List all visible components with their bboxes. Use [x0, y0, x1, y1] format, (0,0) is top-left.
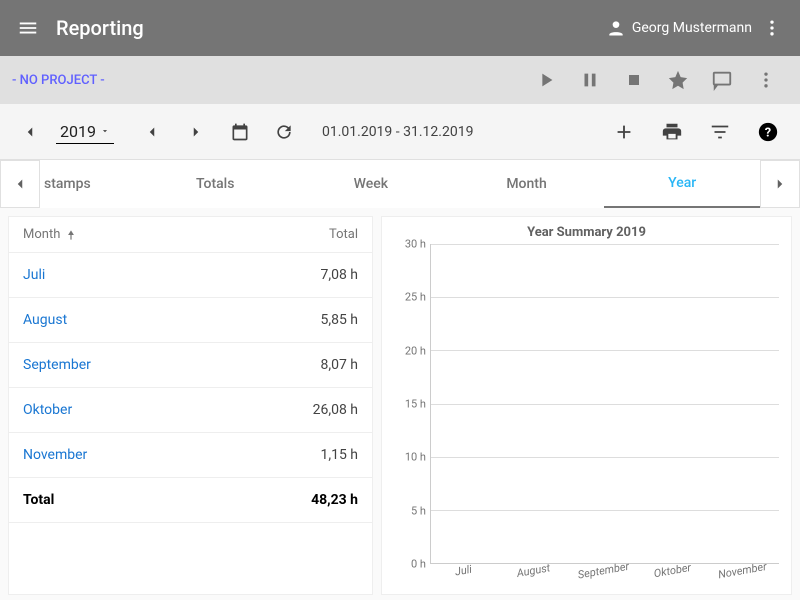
- month-cell[interactable]: September: [23, 357, 91, 373]
- value-cell: 5,85 h: [320, 312, 358, 328]
- more-vert-icon[interactable]: [744, 60, 788, 100]
- x-tick-label: August: [498, 558, 572, 600]
- svg-text:?: ?: [765, 125, 771, 140]
- add-icon[interactable]: [604, 112, 644, 152]
- y-tick-label: 0 h: [411, 558, 426, 571]
- help-icon[interactable]: ?: [748, 112, 788, 152]
- year-value: 2019: [60, 122, 96, 141]
- value-cell: 1,15 h: [320, 447, 358, 463]
- summary-table: Month Total Juli 7,08 h August 5,85 h Septem…: [8, 216, 373, 595]
- app-header: Reporting Georg Mustermann: [0, 0, 800, 56]
- x-tick-label: September: [568, 558, 642, 600]
- tabs-scroll-left-icon[interactable]: [0, 160, 40, 208]
- y-tick-label: 15 h: [405, 398, 426, 411]
- x-tick-label: Oktober: [637, 558, 711, 600]
- table-row: Oktober 26,08 h: [9, 388, 372, 433]
- month-cell[interactable]: Oktober: [23, 402, 72, 418]
- table-total-row: Total 48,23 h: [9, 478, 372, 523]
- tab-totals[interactable]: Totals: [137, 160, 293, 208]
- tab-week[interactable]: Week: [293, 160, 449, 208]
- hamburger-menu-icon[interactable]: [8, 8, 48, 48]
- tab-stamps[interactable]: stamps: [40, 160, 137, 208]
- print-icon[interactable]: [652, 112, 692, 152]
- table-row: November 1,15 h: [9, 433, 372, 478]
- chart-title: Year Summary 2019: [394, 225, 779, 240]
- dropdown-icon: [100, 126, 110, 136]
- refresh-icon[interactable]: [266, 114, 302, 150]
- year-summary-chart: Year Summary 2019 0 h 5 h 10 h 15 h 20 h 25 h…: [381, 216, 792, 595]
- table-row: September 8,07 h: [9, 343, 372, 388]
- prev-icon[interactable]: [134, 114, 170, 150]
- calendar-icon[interactable]: [222, 114, 258, 150]
- table-row: August 5,85 h: [9, 298, 372, 343]
- user-chip[interactable]: Georg Mustermann: [606, 18, 752, 38]
- col-header-month[interactable]: Month: [23, 227, 78, 242]
- comment-icon[interactable]: [700, 60, 744, 100]
- project-selector[interactable]: - NO PROJECT -: [12, 73, 105, 88]
- table-row: Juli 7,08 h: [9, 253, 372, 298]
- x-tick-label: November: [707, 558, 781, 600]
- date-range: 01.01.2019 - 31.12.2019: [322, 124, 473, 140]
- stop-icon[interactable]: [612, 60, 656, 100]
- filter-icon[interactable]: [700, 112, 740, 152]
- tab-month[interactable]: Month: [449, 160, 605, 208]
- year-prev-icon[interactable]: [12, 114, 48, 150]
- person-icon: [606, 18, 626, 38]
- next-icon[interactable]: [178, 114, 214, 150]
- tab-year[interactable]: Year: [604, 160, 760, 208]
- col-header-total[interactable]: Total: [329, 227, 358, 242]
- x-tick-label: Juli: [428, 558, 502, 600]
- y-tick-label: 25 h: [405, 291, 426, 304]
- tabs: stampsTotalsWeekMonthYear: [0, 160, 800, 208]
- project-bar: - NO PROJECT -: [0, 56, 800, 104]
- more-icon[interactable]: [752, 18, 792, 38]
- month-cell[interactable]: August: [23, 312, 67, 328]
- month-cell[interactable]: Juli: [23, 267, 45, 283]
- y-tick-label: 30 h: [405, 238, 426, 251]
- pause-icon[interactable]: [568, 60, 612, 100]
- play-icon[interactable]: [524, 60, 568, 100]
- total-value: 48,23 h: [311, 492, 358, 508]
- value-cell: 26,08 h: [313, 402, 358, 418]
- year-selector[interactable]: 2019: [56, 120, 114, 144]
- y-tick-label: 5 h: [411, 504, 426, 517]
- value-cell: 8,07 h: [320, 357, 358, 373]
- page-title: Reporting: [56, 16, 606, 40]
- month-cell[interactable]: November: [23, 447, 87, 463]
- date-toolbar: 2019 01.01.2019 - 31.12.2019 ?: [0, 104, 800, 160]
- total-label: Total: [23, 492, 54, 508]
- tabs-scroll-right-icon[interactable]: [760, 160, 800, 208]
- y-tick-label: 20 h: [405, 344, 426, 357]
- value-cell: 7,08 h: [320, 267, 358, 283]
- user-name: Georg Mustermann: [632, 20, 752, 36]
- sort-asc-icon: [64, 228, 78, 242]
- y-tick-label: 10 h: [405, 451, 426, 464]
- star-icon[interactable]: [656, 60, 700, 100]
